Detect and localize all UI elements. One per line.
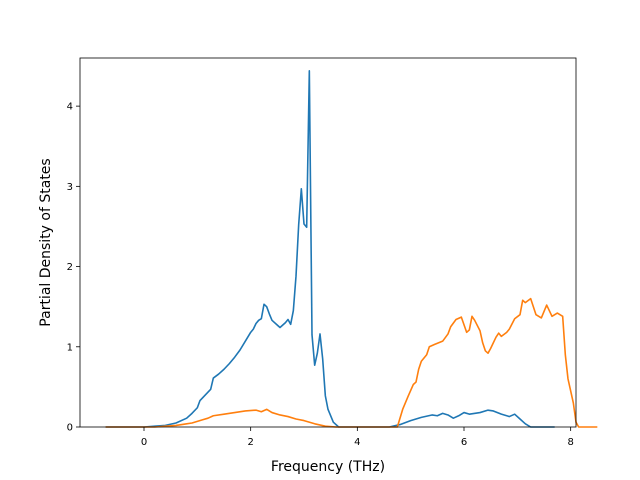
x-tick-label: 2: [247, 437, 253, 448]
series-layer: [105, 70, 598, 428]
x-axis-title: Frequency (THz): [271, 459, 385, 475]
x-tick-label: 0: [141, 437, 147, 448]
y-tick-label: 1: [67, 342, 73, 353]
y-tick-label: 2: [67, 262, 73, 273]
y-tick-label: 0: [67, 423, 73, 434]
x-tick-label: 6: [461, 437, 467, 448]
plot-frame: [79, 57, 577, 428]
y-tick-label: 4: [67, 102, 73, 113]
y-axis-title: Partial Density of States: [38, 158, 54, 326]
x-tick-label: 8: [567, 437, 573, 448]
y-tick-label: 3: [67, 182, 73, 193]
series-line-1: [105, 70, 555, 428]
x-tick-label: 4: [354, 437, 360, 448]
y-axis-ticks: 0 1 2 3 4: [67, 102, 80, 434]
series-line-2: [105, 297, 598, 428]
x-axis-ticks: 0 2 4 6 8: [141, 427, 574, 448]
